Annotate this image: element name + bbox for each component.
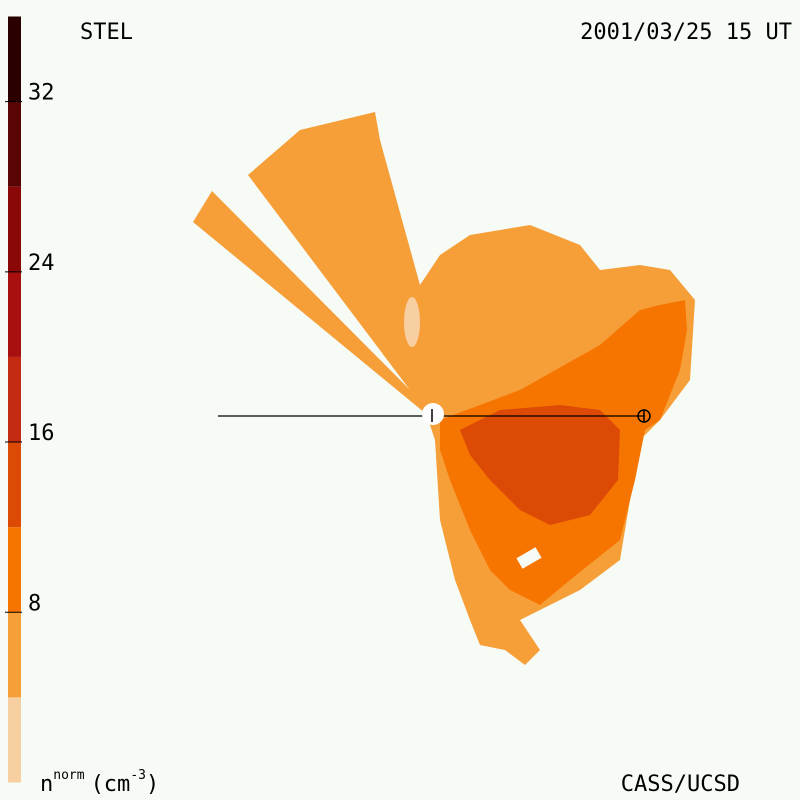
- colorbar-band: [8, 101, 21, 187]
- credit: CASS/UCSD: [621, 772, 740, 797]
- density-map: [193, 112, 695, 665]
- label-exp: -3: [130, 768, 146, 783]
- colorbar-tick-label: 8: [28, 591, 41, 616]
- colorbar-band: [8, 612, 21, 698]
- colorbar-band: [8, 16, 21, 102]
- label-sup: norm: [53, 768, 84, 783]
- colorbar-tick-label: 16: [28, 421, 55, 446]
- label-unit: (cm: [91, 772, 131, 797]
- label-base: n: [40, 772, 53, 797]
- region-pale: [404, 297, 420, 347]
- colorbar-band: [8, 697, 21, 783]
- colorbar-label: nnorm (cm-3): [40, 768, 159, 798]
- date: 2001/03/25 15 UT: [580, 20, 792, 45]
- title: STEL: [80, 20, 133, 45]
- colorbar-tick-label: 24: [28, 251, 55, 276]
- colorbar-band: [8, 356, 21, 443]
- colorbar-band: [8, 186, 21, 272]
- gap: [516, 547, 542, 569]
- region-narrow-wedge: [193, 191, 430, 413]
- colorbar-band: [8, 271, 21, 357]
- label-close: ): [146, 772, 159, 797]
- colorbar-band: [8, 442, 21, 528]
- colorbar-band: [8, 527, 21, 613]
- region-dark: [460, 405, 620, 525]
- colorbar-tick-label: 32: [28, 81, 55, 106]
- sun: [422, 403, 444, 425]
